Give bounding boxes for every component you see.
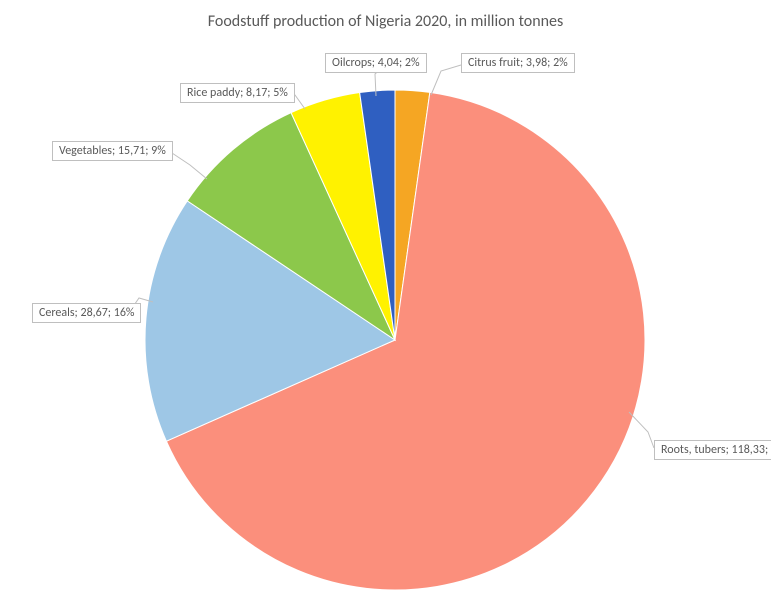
leader-line xyxy=(172,153,207,179)
pie-slice-label: Cereals; 28,67; 16% xyxy=(32,303,141,323)
pie-slices xyxy=(145,90,645,590)
pie-slice-label: Roots, tubers; 118,33; 66% xyxy=(654,440,771,460)
pie-slice-label: Vegetables; 15,71; 9% xyxy=(52,141,173,161)
pie-slice-label: Rice paddy; 8,17; 5% xyxy=(180,83,295,103)
pie-slice-label: Oilcrops; 4,04; 2% xyxy=(325,53,427,73)
pie-chart xyxy=(0,0,771,599)
chart-container: Foodstuff production of Nigeria 2020, in… xyxy=(0,0,771,599)
leader-line xyxy=(431,65,461,95)
pie-slice-label: Citrus fruit; 3,98; 2% xyxy=(461,53,575,73)
